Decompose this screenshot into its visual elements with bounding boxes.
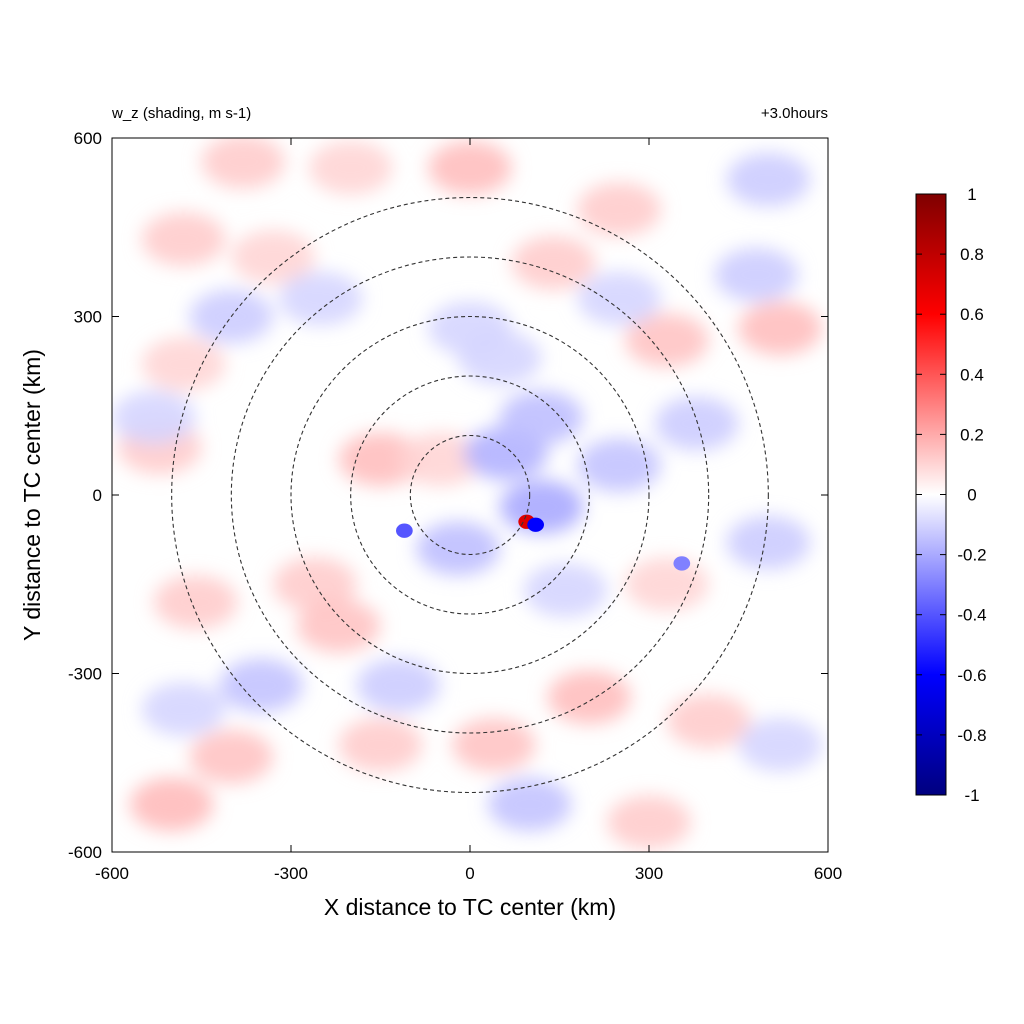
x-axis-ticks: -600 -300 0 300 600: [95, 138, 842, 883]
shading-feature: [219, 658, 303, 713]
shading-feature: [511, 236, 596, 290]
shading-feature: [577, 182, 661, 237]
colorbar-tick-label: -0.4: [957, 606, 986, 625]
shading-feature: [396, 523, 413, 538]
shading-feature: [231, 230, 315, 284]
shading-feature: [452, 718, 536, 772]
shading-feature: [738, 718, 823, 772]
y-axis-label: Y distance to TC center (km): [19, 349, 45, 641]
shading-feature: [527, 517, 544, 532]
shading-feature: [338, 432, 423, 487]
shading-feature: [356, 658, 441, 713]
x-tick-label: 600: [814, 864, 842, 883]
x-tick-label: -600: [95, 864, 129, 883]
shading-feature: [428, 140, 512, 195]
y-tick-label: -300: [68, 665, 102, 684]
colorbar-ticks: 1 0.8 0.6 0.4 0.2 0 -0.2 -0.4 -0.6 -0.8 -1: [916, 185, 987, 805]
y-tick-label: 300: [74, 308, 102, 327]
colorbar-tick-label: 0.8: [960, 245, 984, 264]
shading-feature: [296, 599, 381, 653]
shading-feature: [654, 396, 739, 451]
colorbar-tick-label: 0.4: [960, 365, 984, 384]
y-tick-label: 0: [93, 486, 102, 505]
shading-feature: [726, 515, 811, 570]
title-right: +3.0hours: [761, 105, 828, 122]
x-tick-label: 0: [465, 864, 474, 883]
shading-feature: [416, 521, 500, 576]
shading-feature: [523, 563, 608, 617]
x-axis-label: X distance to TC center (km): [324, 894, 616, 920]
shading-feature: [547, 670, 632, 725]
reference-circle: [171, 196, 769, 794]
shading-feature: [714, 248, 799, 302]
colorbar-tick-label: -0.6: [957, 666, 986, 685]
shading-feature: [738, 301, 823, 356]
shading-feature: [428, 301, 512, 356]
shading-feature: [607, 795, 691, 850]
shading-feature: [726, 152, 811, 207]
x-tick-label: -300: [274, 864, 308, 883]
shading-feature: [625, 313, 709, 368]
y-tick-label: -600: [68, 843, 102, 862]
shading-feature: [577, 271, 661, 326]
shading-feature: [112, 390, 196, 445]
y-axis-ticks: -600 -300 0 300 600: [68, 129, 828, 862]
shading-feature: [577, 438, 661, 493]
colorbar-tick-label: 0.2: [960, 425, 984, 444]
reference-circle: [350, 375, 590, 615]
title-left: w_z (shading, m s-1): [111, 105, 251, 122]
shading-feature: [487, 777, 572, 832]
x-tick-label: 300: [635, 864, 663, 883]
shading-feature: [153, 575, 238, 629]
shading-feature: [398, 432, 482, 487]
shading-feature: [666, 694, 751, 748]
shading-feature: [141, 682, 226, 736]
shading-feature: [201, 138, 286, 189]
shading-feature: [338, 718, 423, 772]
reference-circles: [171, 196, 769, 794]
shading-feature: [273, 557, 357, 612]
y-tick-label: 600: [74, 129, 102, 148]
shading-feature: [189, 730, 274, 784]
colorbar-tick-label: -1: [964, 786, 979, 805]
colorbar-tick-label: -0.2: [957, 546, 986, 565]
shading-field: [112, 138, 823, 850]
colorbar-tick-label: -0.8: [957, 726, 986, 745]
shading-feature: [673, 556, 691, 571]
shading-feature: [308, 140, 393, 195]
colorbar: 1 0.8 0.6 0.4 0.2 0 -0.2 -0.4 -0.6 -0.8 -1: [915, 185, 987, 805]
shading-feature: [499, 390, 584, 445]
reference-circle: [230, 256, 710, 734]
reference-circle: [409, 434, 531, 556]
shading-feature: [141, 212, 226, 266]
shading-feature: [129, 777, 214, 832]
colorbar-tick-label: 0.6: [960, 305, 984, 324]
colorbar-tick-label: 1: [967, 185, 976, 204]
plot-area: -600 -300 0 300 600 -600 -300 0 300 600: [68, 129, 842, 883]
shading-feature: [625, 557, 709, 612]
colorbar-tick-label: 0: [967, 486, 976, 505]
reference-circle: [290, 315, 650, 675]
shading-feature: [279, 271, 363, 326]
shading-feature: [141, 337, 226, 391]
